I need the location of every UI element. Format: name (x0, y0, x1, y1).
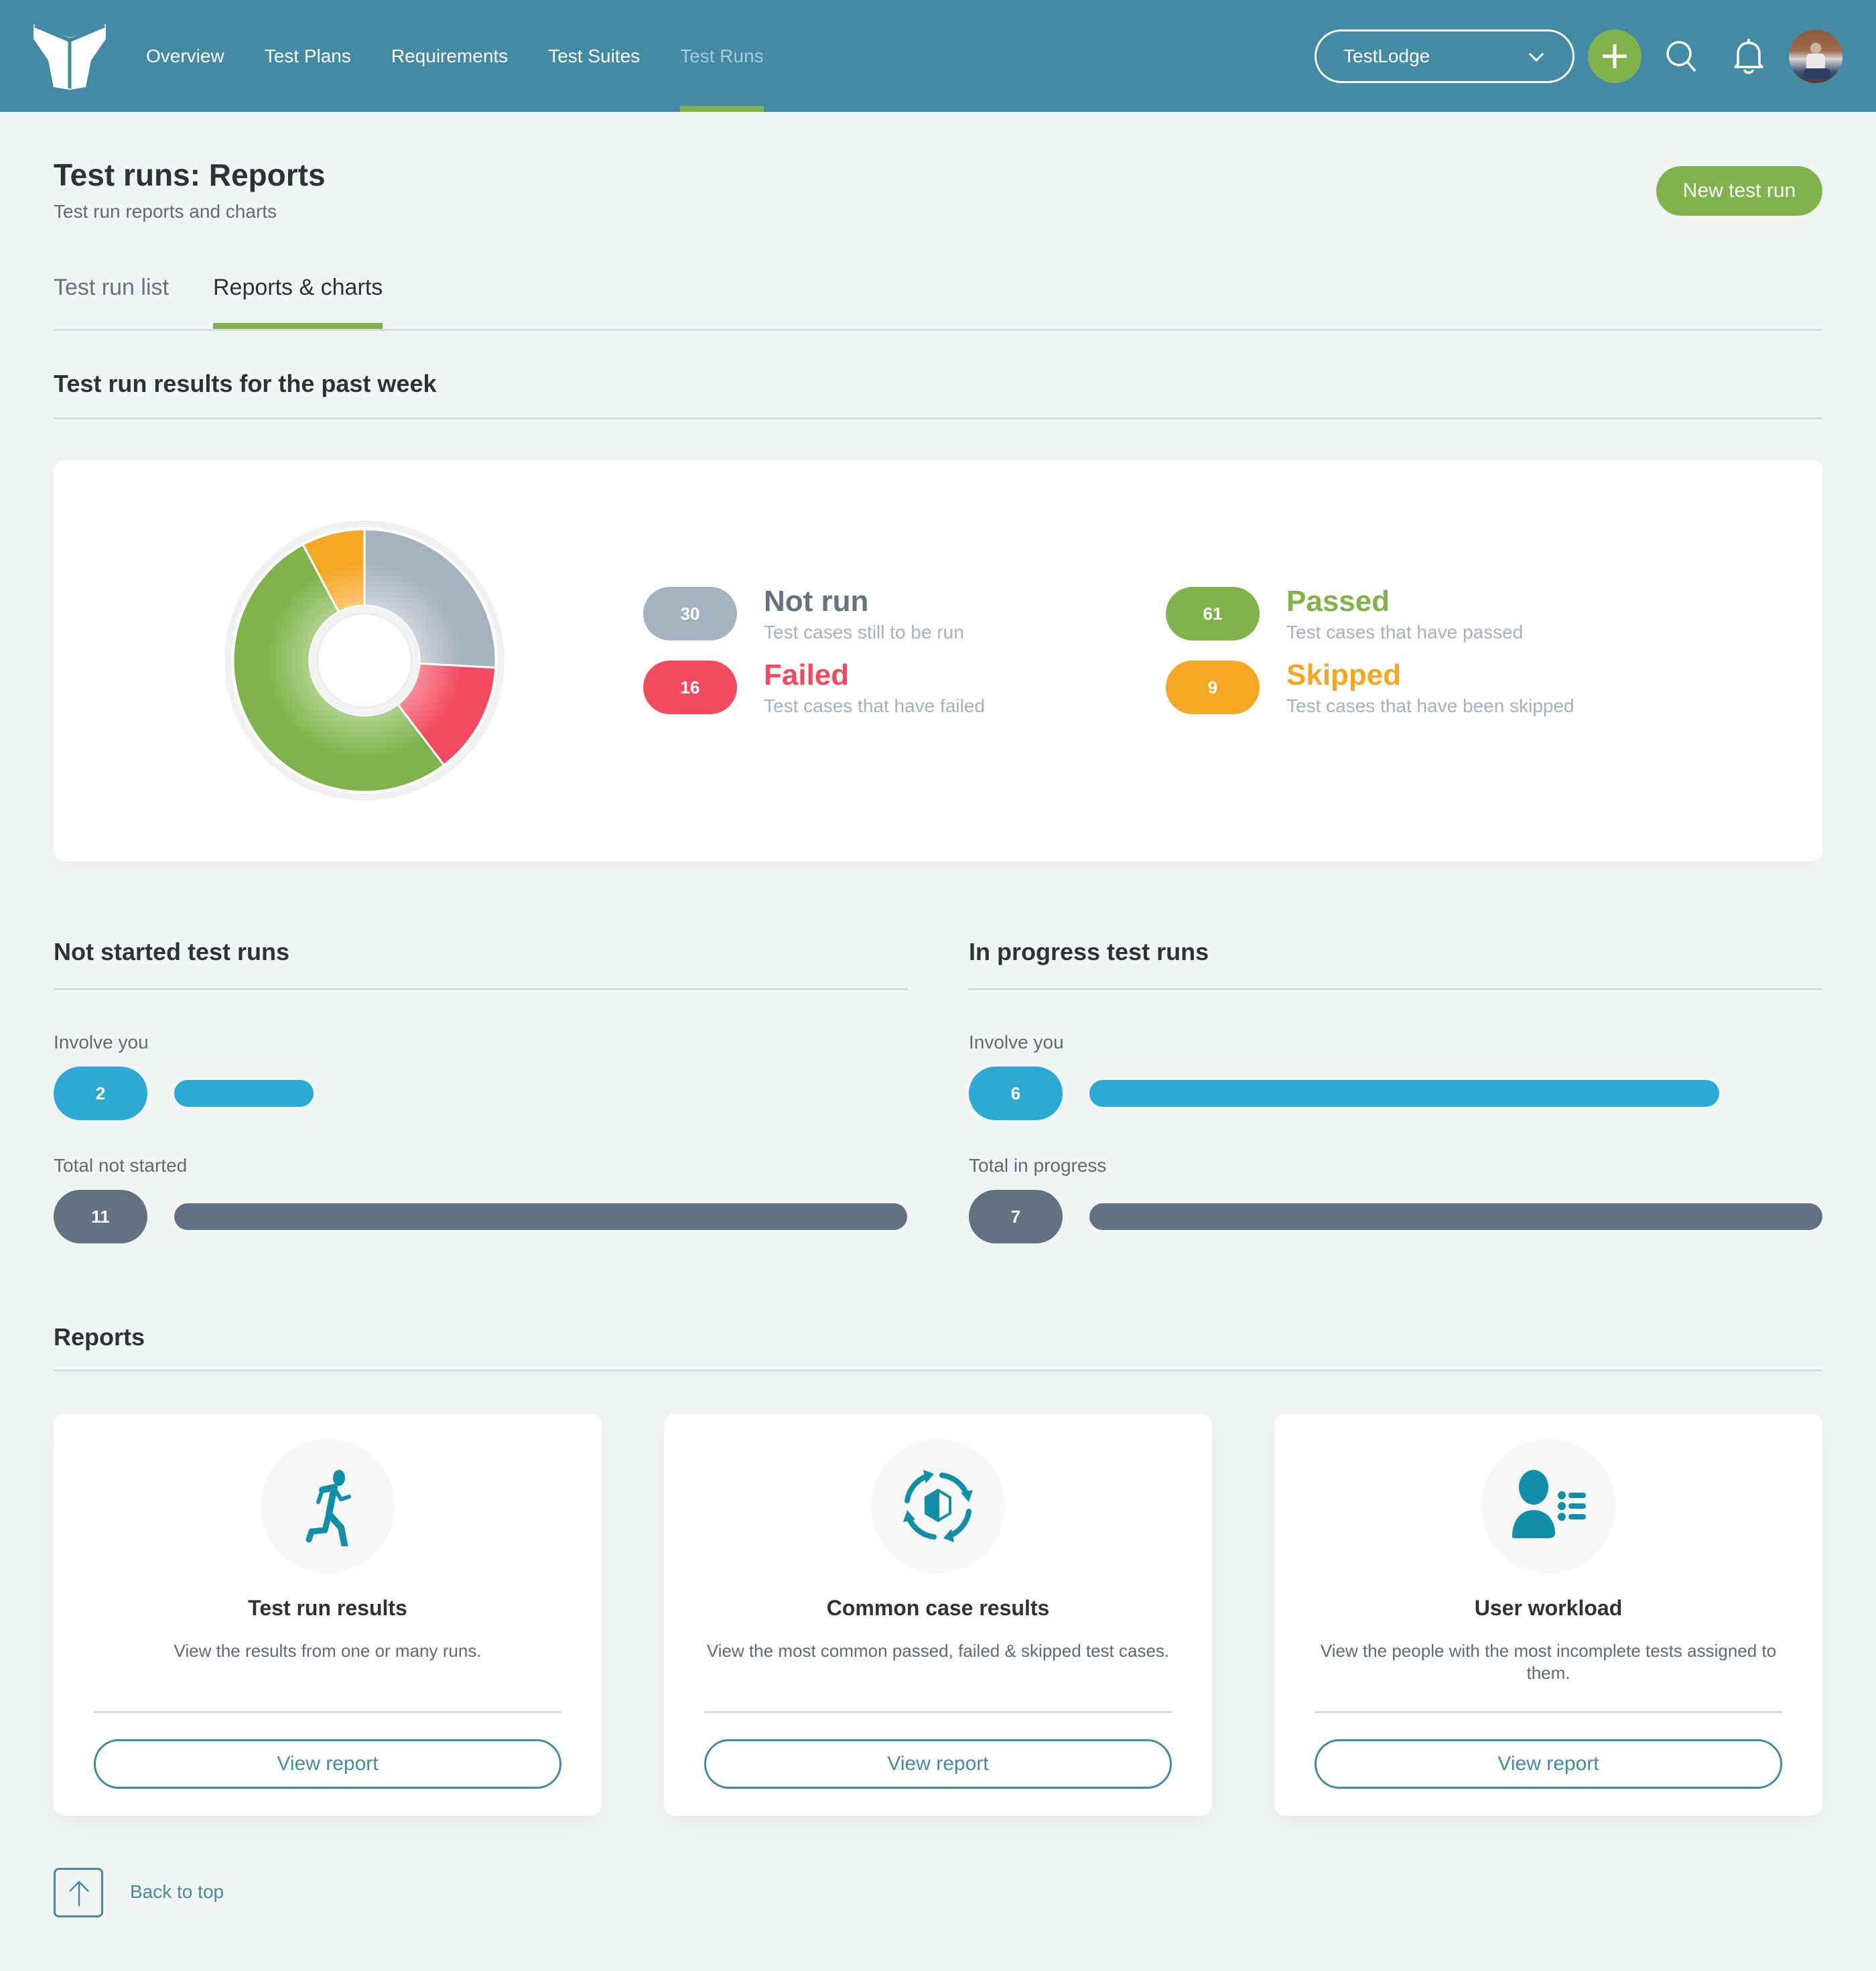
bell-icon (1734, 39, 1763, 74)
reports-heading: Reports (54, 1323, 145, 1351)
failed-count-badge: 16 (643, 661, 737, 714)
add-button[interactable] (1588, 29, 1642, 83)
runner-icon (306, 1470, 351, 1546)
back-to-top-button[interactable] (54, 1868, 103, 1917)
results-heading: Test run results for the past week (54, 370, 437, 397)
report-title: Common case results (826, 1596, 1050, 1620)
not-started-total-count: 11 (54, 1190, 147, 1243)
not-started-involve-bar (174, 1080, 314, 1107)
notifications-button[interactable] (1729, 36, 1769, 76)
legend-failed: 16 Failed Test cases that have failed (643, 661, 985, 717)
report-divider (1315, 1711, 1782, 1713)
logo-icon[interactable] (32, 20, 107, 90)
skipped-desc: Test cases that have been skipped (1286, 695, 1574, 716)
in-progress-involve-count: 6 (969, 1067, 1063, 1120)
results-chart-card: 30 Not run Test cases still to be run 16… (54, 460, 1822, 862)
user-list-icon (1512, 1470, 1586, 1538)
not-started-involve-label: Involve you (54, 1032, 149, 1052)
back-to-top-link[interactable]: Back to top (130, 1881, 224, 1902)
project-select-value: TestLodge (1343, 46, 1430, 66)
nav-test-suites[interactable]: Test Suites (548, 46, 641, 66)
view-report-button[interactable]: View report (1315, 1739, 1782, 1789)
legend-not-run: 30 Not run Test cases still to be run (643, 587, 964, 643)
report-description: View the results from one or many runs. (174, 1641, 482, 1661)
reports-divider (54, 1369, 1822, 1371)
report-divider (704, 1711, 1172, 1713)
report-card-common-case-results: Common case results View the most common… (664, 1414, 1212, 1816)
report-card-test-run-results: Test run results View the results from o… (54, 1414, 602, 1816)
in-progress-divider (969, 988, 1822, 990)
avatar-image (1806, 54, 1825, 71)
in-progress-involve-bar (1089, 1080, 1719, 1107)
results-divider (54, 417, 1822, 419)
in-progress-total-count: 7 (969, 1190, 1063, 1243)
tab-test-run-list[interactable]: Test run list (54, 275, 169, 300)
view-report-button[interactable]: View report (94, 1739, 561, 1789)
report-icon-circle (1481, 1439, 1615, 1573)
failed-title: Failed (764, 659, 850, 691)
report-divider (94, 1711, 561, 1713)
page-subtitle: Test run reports and charts (54, 201, 277, 222)
legend-passed: 61 Passed Test cases that have passed (1166, 587, 1523, 643)
nav-requirements[interactable]: Requirements (391, 46, 509, 66)
cycle-icon (903, 1470, 973, 1542)
arrow-up-icon (69, 1881, 89, 1906)
avatar[interactable] (1789, 29, 1842, 83)
main-nav: Overview Test Plans Requirements Test Su… (146, 0, 804, 112)
search-icon (1666, 41, 1696, 72)
passed-count-badge: 61 (1166, 587, 1260, 640)
avatar-image-detail (1804, 68, 1830, 79)
report-icon-circle (871, 1439, 1005, 1573)
nav-overview[interactable]: Overview (146, 46, 224, 66)
not-started-total-bar (174, 1203, 907, 1230)
report-title: User workload (1474, 1596, 1623, 1620)
skipped-count-badge: 9 (1166, 661, 1260, 714)
new-test-run-button[interactable]: New test run (1656, 166, 1822, 216)
not-run-count-badge: 30 (643, 587, 737, 640)
report-icon-circle (261, 1439, 395, 1573)
project-select[interactable]: TestLodge (1315, 29, 1574, 83)
results-donut-chart (224, 521, 505, 801)
legend-skipped: 9 Skipped Test cases that have been skip… (1166, 661, 1574, 717)
not-run-title: Not run (764, 585, 869, 618)
passed-title: Passed (1286, 585, 1390, 618)
report-title: Test run results (248, 1596, 407, 1620)
passed-desc: Test cases that have passed (1286, 622, 1524, 642)
nav-test-runs[interactable]: Test Runs (680, 0, 764, 112)
skipped-title: Skipped (1286, 659, 1402, 691)
in-progress-involve-label: Involve you (969, 1032, 1064, 1052)
not-started-involve-count: 2 (54, 1067, 147, 1120)
search-button[interactable] (1662, 36, 1702, 76)
not-started-total-label: Total not started (54, 1155, 188, 1176)
report-description: View the most common passed, failed & sk… (706, 1641, 1170, 1661)
in-progress-total-label: Total in progress (969, 1155, 1107, 1176)
in-progress-total-bar (1089, 1203, 1822, 1230)
chevron-down-icon (1528, 52, 1544, 62)
page-title: Test runs: Reports (54, 157, 326, 192)
in-progress-heading: In progress test runs (969, 938, 1209, 965)
nav-test-plans[interactable]: Test Plans (264, 46, 351, 66)
not-started-divider (54, 988, 907, 990)
not-started-heading: Not started test runs (54, 938, 290, 965)
report-description: View the people with the most incomplete… (1320, 1641, 1777, 1683)
top-navigation-bar: Overview Test Plans Requirements Test Su… (0, 0, 1876, 112)
not-run-desc: Test cases still to be run (764, 622, 964, 642)
tab-bar: Test run list Reports & charts (54, 268, 1822, 331)
report-card-user-workload: User workload View the people with the m… (1274, 1414, 1822, 1816)
plus-icon (1603, 44, 1627, 68)
tab-reports-charts[interactable]: Reports & charts (213, 275, 383, 329)
failed-desc: Test cases that have failed (764, 695, 985, 716)
view-report-button[interactable]: View report (704, 1739, 1172, 1789)
